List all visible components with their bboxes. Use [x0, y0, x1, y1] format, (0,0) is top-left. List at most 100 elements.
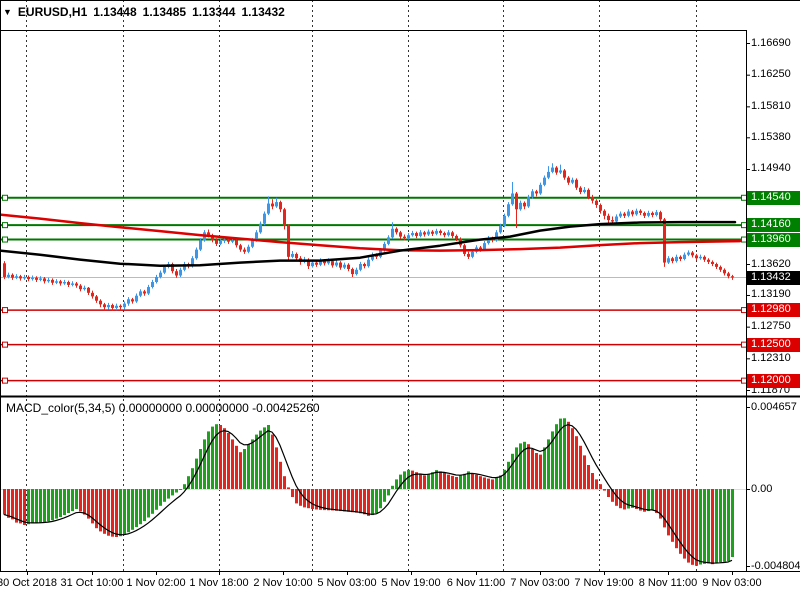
- macd-bar: [15, 489, 18, 523]
- candle-down: [119, 305, 122, 308]
- macd-bar: [719, 489, 722, 563]
- candle-down: [555, 167, 558, 173]
- candle-down: [51, 279, 54, 283]
- macd-bar: [547, 439, 550, 489]
- resistance-line-handle[interactable]: [741, 236, 747, 243]
- macd-bar: [611, 489, 614, 502]
- candle-down: [443, 233, 446, 236]
- macd-bar: [431, 472, 434, 489]
- macd-bar: [451, 475, 454, 489]
- support-line-handle[interactable]: [741, 341, 747, 348]
- candle-down: [731, 276, 734, 278]
- macd-bar: [111, 489, 114, 537]
- candle-up: [527, 197, 530, 207]
- candle-up: [115, 305, 118, 308]
- macd-bar: [591, 473, 594, 489]
- macd-bar: [35, 489, 38, 523]
- candle-down: [243, 249, 246, 252]
- resistance-line-handle[interactable]: [2, 236, 8, 243]
- candle-down: [403, 236, 406, 239]
- price-badge-resistance: 1.14540: [747, 190, 800, 205]
- candle-down: [87, 287, 90, 293]
- support-line-handle[interactable]: [741, 377, 747, 384]
- macd-axis-label: -0.004804: [751, 559, 800, 572]
- candle-up: [655, 212, 658, 216]
- macd-bar: [219, 425, 222, 489]
- candle-down: [423, 232, 426, 235]
- candle-down: [35, 277, 38, 280]
- candle-down: [227, 239, 230, 242]
- candle-down: [651, 212, 654, 216]
- candle-down: [323, 260, 326, 264]
- price-badge-resistance: 1.14160: [747, 218, 800, 233]
- chart-expand-icon[interactable]: ▼: [3, 6, 12, 17]
- macd-bar: [563, 418, 566, 489]
- macd-bar: [59, 489, 62, 517]
- macd-bar: [135, 489, 138, 528]
- candle-up: [199, 240, 202, 250]
- macd-bar: [67, 489, 70, 513]
- macd-bar: [223, 428, 226, 489]
- macd-bar: [475, 474, 478, 489]
- candle-down: [103, 304, 106, 308]
- macd-bar: [279, 461, 282, 489]
- macd-bar: [647, 489, 650, 512]
- candle-down: [431, 231, 434, 234]
- macd-bar: [423, 475, 426, 489]
- ma-black-line: [0, 220, 737, 267]
- candle-up: [687, 252, 690, 255]
- chart-title: ▼ EURUSD,H1 1.13448 1.13485 1.13344 1.13…: [3, 5, 285, 19]
- macd-bar: [199, 449, 202, 489]
- candle-up: [355, 269, 358, 275]
- candle-up: [487, 238, 490, 244]
- support-line-handle[interactable]: [2, 377, 8, 384]
- candle-down: [607, 215, 610, 221]
- macd-bar: [295, 489, 298, 504]
- resistance-line-handle[interactable]: [2, 194, 8, 201]
- resistance-line-handle[interactable]: [2, 222, 8, 229]
- macd-bar: [559, 418, 562, 489]
- candle-up: [135, 295, 138, 302]
- macd-bar: [211, 426, 214, 489]
- indicator-values: 0.00000000 0.00000000 -0.00425260: [118, 401, 320, 415]
- candle-down: [691, 252, 694, 256]
- support-line-handle[interactable]: [2, 341, 8, 348]
- candle-down: [331, 261, 334, 266]
- macd-bar: [31, 489, 34, 524]
- candle-down: [11, 274, 14, 278]
- macd-bar: [275, 447, 278, 489]
- macd-bar: [163, 489, 166, 502]
- ma-red-line: [0, 213, 742, 252]
- candle-up: [699, 256, 702, 259]
- macd-bar: [299, 489, 302, 506]
- ohlc-open: 1.13448: [93, 5, 137, 19]
- candle-down: [79, 285, 82, 290]
- candle-up: [155, 276, 158, 283]
- support-line-handle[interactable]: [2, 307, 8, 314]
- macd-bar: [703, 489, 706, 564]
- candle-up: [511, 193, 514, 205]
- macd-bar: [27, 489, 30, 525]
- macd-bar: [323, 489, 326, 511]
- macd-bar: [599, 484, 602, 489]
- candle-down: [307, 259, 310, 267]
- price-badge-current: 1.13432: [747, 270, 800, 285]
- price-axis-label: 1.13620: [751, 257, 791, 270]
- macd-bar: [415, 472, 418, 489]
- support-line-handle[interactable]: [741, 307, 747, 314]
- candle-down: [131, 299, 134, 302]
- candle-down: [339, 262, 342, 268]
- candle-up: [495, 232, 498, 241]
- macd-bar: [463, 473, 466, 489]
- macd-bar: [707, 489, 710, 564]
- resistance-line-handle[interactable]: [741, 194, 747, 201]
- macd-bar: [183, 484, 186, 489]
- candle-down: [643, 212, 646, 216]
- candle-down: [287, 225, 290, 257]
- candle-up: [547, 171, 550, 178]
- candle-up: [519, 202, 522, 210]
- candle-up: [195, 249, 198, 259]
- macd-bar: [643, 489, 646, 512]
- resistance-line-handle[interactable]: [741, 222, 747, 229]
